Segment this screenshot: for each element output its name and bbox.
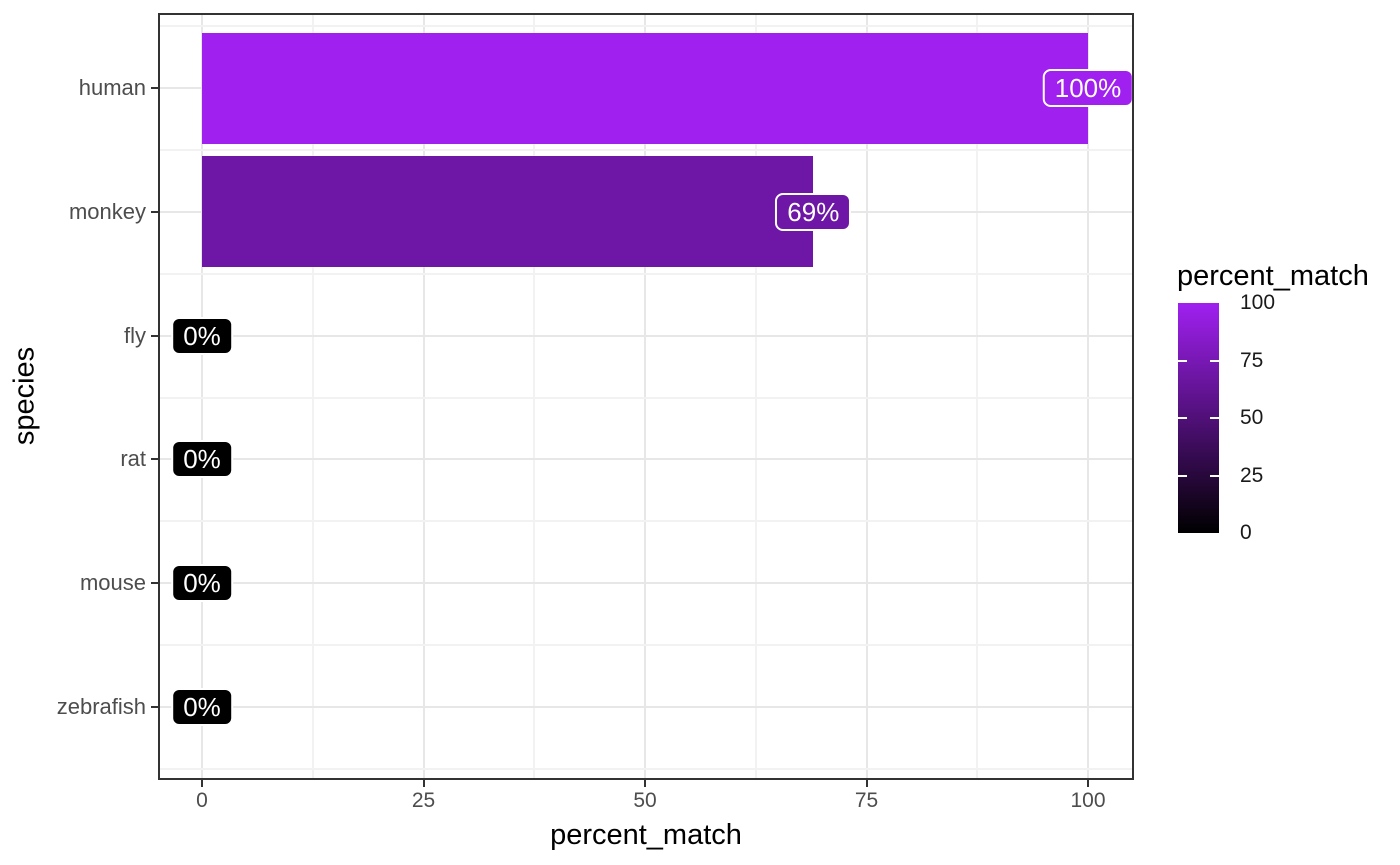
x-axis-title: percent_match (550, 819, 742, 851)
bar-value-label-fly: 0% (171, 316, 233, 355)
y-axis-title: species (8, 346, 41, 446)
x-axis-tick-label: 75 (854, 789, 879, 812)
legend-tick (1178, 474, 1187, 477)
y-axis-tick (151, 458, 159, 461)
plot-panel: 100% 69% 0% 0% 0% 0% (159, 14, 1134, 779)
legend-tick-label: 50 (1240, 406, 1264, 429)
bar-value-label-mouse: 0% (171, 564, 233, 603)
y-axis-tick-label-mouse: mouse (79, 570, 146, 596)
x-axis-tick-label: 25 (411, 789, 436, 812)
x-axis-tick (644, 779, 646, 787)
y-axis-tick-label-fly: fly (124, 322, 146, 348)
x-axis-tick-label: 50 (633, 789, 657, 812)
bar-value-label-monkey: 69% (775, 192, 852, 231)
gridline-horizontal-minor (159, 148, 1133, 151)
legend-title: percent_match (1177, 260, 1369, 292)
legend: percent_match 100 75 50 25 0 (1160, 250, 1400, 590)
gridline-horizontal-minor (159, 767, 1133, 770)
y-axis-tick-label-monkey: monkey (68, 198, 146, 224)
bar-value-label-zebrafish: 0% (171, 688, 233, 726)
y-axis-tick (151, 334, 159, 337)
gridline-horizontal-minor (159, 520, 1133, 523)
gridline-horizontal-minor (159, 25, 1133, 28)
bar-monkey (202, 156, 814, 268)
gridline-horizontal-minor (159, 396, 1133, 399)
x-axis-tick (1087, 779, 1089, 787)
y-axis-tick (151, 706, 159, 708)
legend-tick (1178, 417, 1187, 419)
x-axis-tick (865, 779, 868, 787)
legend-tick-label: 25 (1240, 463, 1264, 487)
legend-colorbar (1178, 303, 1219, 533)
gridline-horizontal-major (159, 706, 1133, 708)
x-axis-tick-label: 0 (196, 789, 208, 812)
legend-tick (1210, 417, 1219, 419)
gridline-horizontal-minor (159, 272, 1133, 275)
gridline-horizontal-major (159, 334, 1133, 337)
legend-tick (1178, 359, 1187, 362)
legend-tick (1210, 474, 1219, 477)
x-axis-tick (422, 779, 425, 787)
bar-value-label-rat: 0% (171, 440, 233, 479)
y-axis-tick-label-rat: rat (120, 446, 146, 472)
y-axis-tick (151, 582, 159, 585)
legend-tick-label: 0 (1240, 521, 1252, 544)
bar-value-label-human: 100% (1042, 69, 1134, 107)
gridline-horizontal-minor (159, 644, 1133, 647)
legend-tick (1210, 359, 1219, 362)
y-axis-tick-label-zebrafish: zebrafish (56, 694, 146, 719)
legend-tick-label: 75 (1240, 348, 1264, 372)
x-axis-tick (201, 779, 203, 787)
x-axis-tick-label: 100 (1070, 789, 1106, 812)
bar-human (202, 32, 1088, 144)
y-axis-tick-label-human: human (78, 75, 146, 100)
gridline-horizontal-major (159, 458, 1133, 461)
gridline-horizontal-major (159, 582, 1133, 585)
legend-tick-label: 100 (1240, 291, 1276, 314)
y-axis-tick (151, 87, 159, 89)
y-axis-tick (151, 210, 159, 213)
